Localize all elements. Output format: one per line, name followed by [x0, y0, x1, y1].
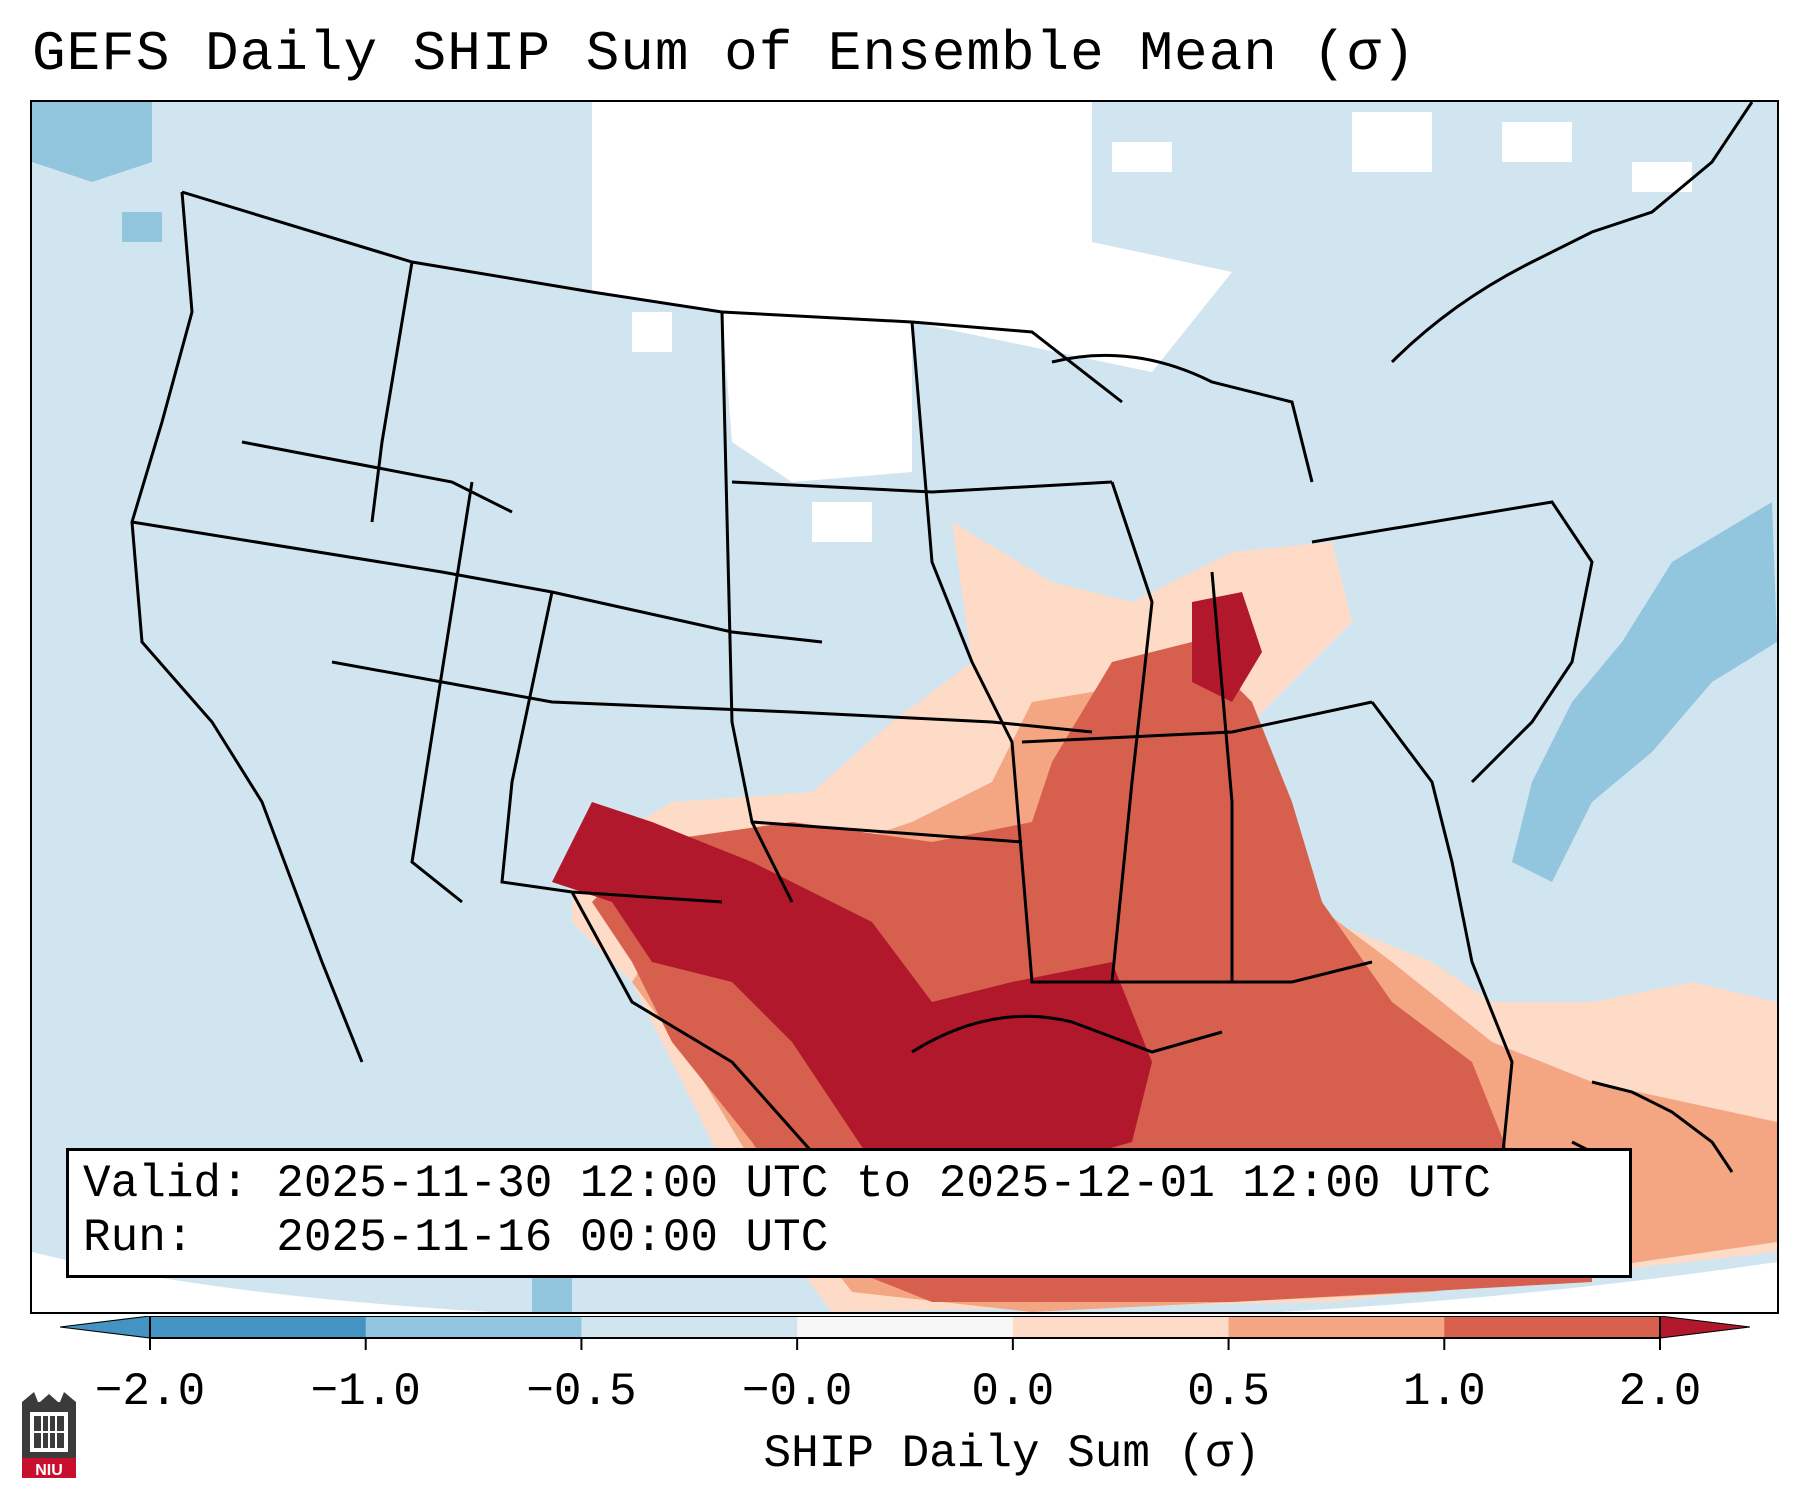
colorbar-segment [1444, 1316, 1661, 1338]
colorbar-extend-high [1659, 1316, 1750, 1339]
run-label: Run: [83, 1212, 194, 1264]
colorbar-tick-label: 0.0 [971, 1366, 1055, 1418]
map-frame [30, 100, 1779, 1314]
colorbar-extend-low [60, 1316, 151, 1339]
positive-field-extreme [552, 802, 1152, 1182]
colorbar-label: SHIP Daily Sum (σ) [763, 1428, 1261, 1480]
neutral-patches [592, 102, 1692, 542]
valid-label: Valid: [83, 1158, 249, 1210]
map-canvas [32, 102, 1777, 1312]
niu-logo: NIU [22, 1392, 76, 1479]
colorbar-segment [1228, 1316, 1445, 1338]
colorbar-tick-label: 2.0 [1618, 1366, 1702, 1418]
valid-value: 2025-11-30 12:00 UTC to 2025-12-01 12:00… [276, 1158, 1491, 1210]
colorbar-segment [365, 1316, 582, 1338]
valid-line: Valid: 2025-11-30 12:00 UTC to 2025-12-0… [83, 1157, 1615, 1211]
colorbar-segment [581, 1316, 798, 1338]
colorbar-tick-label: 1.0 [1402, 1366, 1486, 1418]
logo-text: NIU [35, 1462, 63, 1479]
colorbar-segment [1012, 1316, 1230, 1338]
valid-run-info-box: Valid: 2025-11-30 12:00 UTC to 2025-12-0… [66, 1148, 1632, 1278]
colorbar-tick-label: −1.0 [310, 1366, 421, 1418]
colorbar-tick-label: −0.5 [526, 1366, 637, 1418]
colorbar-segment [797, 1316, 1014, 1338]
colorbar-tick-label: −2.0 [94, 1366, 206, 1418]
colorbar [60, 1316, 1750, 1350]
positive-field-extreme-ohio [1192, 592, 1262, 702]
negative-patches [32, 102, 1777, 1312]
run-value: 2025-11-16 00:00 UTC [276, 1212, 829, 1264]
colorbar-tick-label: 0.5 [1187, 1366, 1270, 1418]
page-title: GEFS Daily SHIP Sum of Ensemble Mean (σ) [32, 22, 1417, 86]
colorbar-outline [149, 1316, 1661, 1339]
colorbar-tick-label: −0.0 [741, 1366, 853, 1418]
run-line: Run: 2025-11-16 00:00 UTC [83, 1211, 1615, 1265]
colorbar-segment [150, 1316, 367, 1338]
